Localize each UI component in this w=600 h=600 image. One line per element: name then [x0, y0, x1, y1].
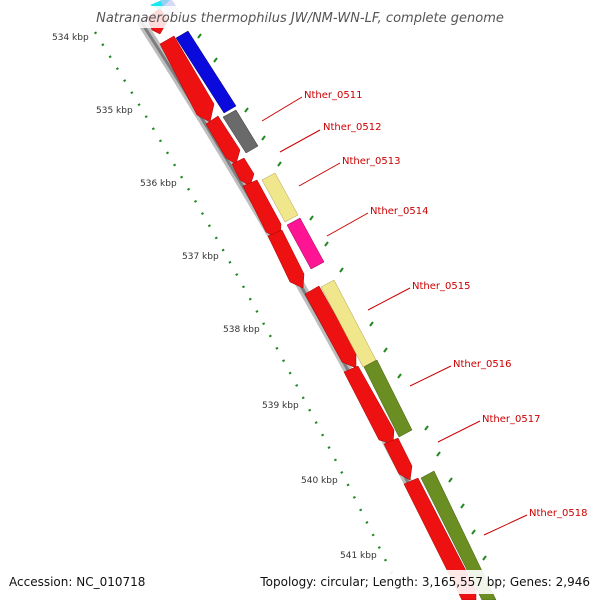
- gene-label-nther-0514[interactable]: Nther_0514: [370, 206, 428, 217]
- gene-label-nther-0518[interactable]: Nther_0518: [529, 508, 587, 519]
- gene-label-nther-0516[interactable]: Nther_0516: [453, 359, 511, 370]
- cog-block-magenta: [286, 217, 325, 270]
- scale-label-535: 535 kbp: [96, 106, 133, 116]
- track-tick: [339, 267, 344, 273]
- footer-backdrop: [0, 570, 600, 594]
- gene-label-nther-0511[interactable]: Nther_0511: [304, 90, 362, 101]
- callout-line: [483, 514, 528, 536]
- gene-label-nther-0517[interactable]: Nther_0517: [482, 414, 540, 425]
- track-tick: [448, 477, 453, 483]
- scale-label-538: 538 kbp: [223, 325, 260, 335]
- gene-labels: Nther_0511 Nther_0512 Nther_0513 Nther_0…: [304, 90, 587, 519]
- track-tick: [397, 373, 402, 379]
- cog-block-olive: [420, 470, 497, 600]
- track-tick: [471, 529, 476, 535]
- gene-label-nther-0512[interactable]: Nther_0512: [323, 122, 381, 133]
- cog-gene-blocks: [150, 0, 497, 600]
- track-tick: [213, 57, 218, 63]
- cog-block-olive: [363, 359, 413, 438]
- scale-label-541: 541 kbp: [340, 551, 377, 561]
- scale-label-534: 534 kbp: [52, 33, 89, 43]
- callout-line: [298, 162, 341, 187]
- gene-arrow: [159, 35, 215, 123]
- gene-arrow: [231, 157, 255, 187]
- gene-label-nther-0515[interactable]: Nther_0515: [412, 281, 470, 292]
- track-tick: [424, 425, 429, 431]
- track-tick: [244, 107, 249, 113]
- gene-label-nther-0513[interactable]: Nther_0513: [342, 156, 400, 167]
- scale-label-536: 536 kbp: [140, 179, 177, 189]
- callout-line: [261, 96, 303, 122]
- track-tick: [482, 555, 487, 561]
- scale-dotted-arc: [93, 31, 402, 591]
- track-tick: [261, 135, 266, 141]
- callout-line: [326, 212, 369, 237]
- forward-strand-genes: [146, 7, 477, 600]
- callout-line: [437, 420, 481, 443]
- callout-line: [279, 129, 321, 153]
- gene-arrow: [267, 229, 305, 289]
- track-tick: [324, 241, 329, 247]
- track-tick: [383, 347, 388, 353]
- scale-label-539: 539 kbp: [262, 401, 299, 411]
- gene-arrow: [304, 285, 357, 369]
- cog-block-khaki: [261, 172, 299, 223]
- topology-summary: Topology: circular; Length: 3,165,557 bp…: [259, 575, 590, 589]
- genome-title: Natranaerobius thermophilus JW/NM-WN-LF,…: [96, 11, 504, 26]
- track-tick: [460, 503, 465, 509]
- callout-line: [409, 365, 452, 387]
- track-tick: [309, 215, 314, 221]
- track-tick: [277, 161, 282, 167]
- scale-label-540: 540 kbp: [301, 476, 338, 486]
- scale-labels: 534 kbp 535 kbp 536 kbp 537 kbp 538 kbp …: [52, 33, 377, 561]
- track-tick: [436, 451, 441, 457]
- gene-callouts: [261, 96, 528, 536]
- accession-text: Accession: NC_010718: [9, 575, 145, 589]
- track-tick: [197, 33, 202, 39]
- track-tick: [369, 321, 374, 327]
- cog-block-khaki: [320, 279, 377, 368]
- cog-block-blue: [175, 30, 237, 114]
- callout-line: [367, 287, 411, 311]
- title-backdrop: [76, 6, 524, 28]
- gene-arrow: [205, 115, 241, 165]
- cog-block-gray: [222, 109, 259, 154]
- gene-arrow: [383, 437, 413, 481]
- scale-label-537: 537 kbp: [182, 252, 219, 262]
- gene-arrow: [343, 365, 395, 445]
